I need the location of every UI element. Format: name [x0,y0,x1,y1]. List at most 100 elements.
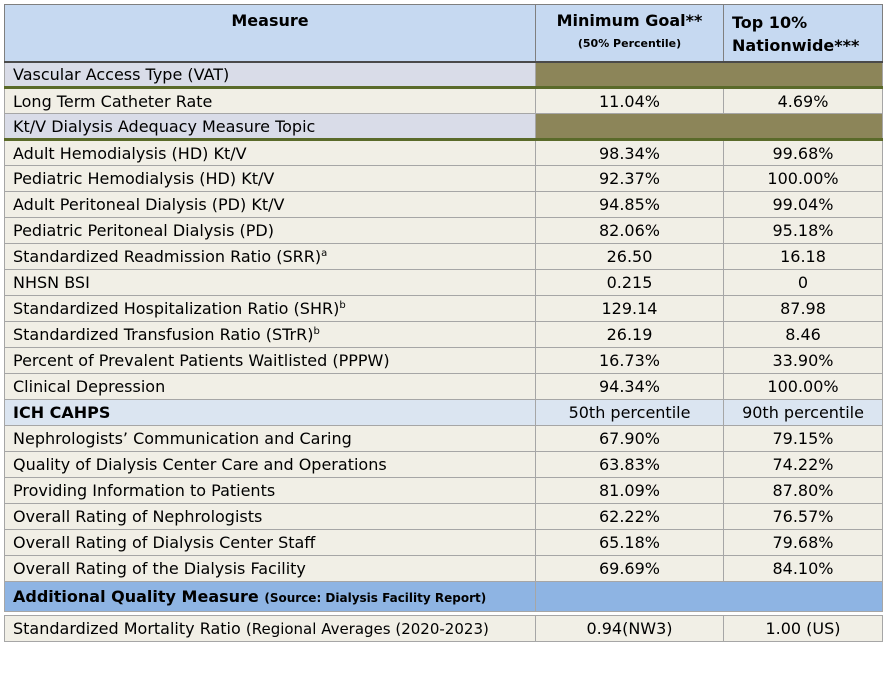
top10-value: 0 [723,269,883,296]
minimum-goal-value: 63.83% [535,451,724,478]
measure-cell: Standardized Mortality Ratio (Regional A… [4,615,536,642]
top10-value: 99.68% [723,139,883,166]
section-row-vat: Vascular Access Type (VAT) [4,61,883,89]
top10-title-line1: Top 10% [732,13,808,32]
table-row: Clinical Depression 94.34% 100.00% [4,373,883,400]
top10-value: 100.00% [723,165,883,192]
table-row: Quality of Dialysis Center Care and Oper… [4,451,883,478]
minimum-goal-subtitle: (50% Percentile) [577,37,682,50]
measure-label: Overall Rating of Dialysis Center Staff [13,533,316,552]
table-row: Pediatric Peritoneal Dialysis (PD) 82.06%… [4,217,883,244]
table-row: Pediatric Hemodialysis (HD) Kt/V 92.37% 10… [4,165,883,192]
section-label-additional: Additional Quality Measure (Source: Dial… [4,581,536,612]
top10-value: 84.10% [723,555,883,582]
top10-value: 87.98 [723,295,883,322]
top10-value: 100.00% [723,373,883,400]
section-label-ktv: Kt/V Dialysis Adequacy Measure Topic [4,113,536,141]
measure-cell: Clinical Depression [4,373,536,400]
section-row-additional: Additional Quality Measure (Source: Dial… [4,581,883,612]
minimum-goal-value: 69.69% [535,555,724,582]
top10-value: 79.68% [723,529,883,556]
table-row: Standardized Hospitalization Ratio (SHR)… [4,295,883,322]
section-fill [535,61,883,89]
measure-cell: Standardized Transfusion Ratio (STrR)b [4,321,536,348]
measure-cell: Adult Peritoneal Dialysis (PD) Kt/V [4,191,536,218]
minimum-goal-value: 98.34% [535,139,724,166]
measure-label: Clinical Depression [13,377,166,396]
minimum-goal-value: 92.37% [535,165,724,192]
table-row: Overall Rating of Nephrologists 62.22% 76.… [4,503,883,530]
section-row-cahps: ICH CAHPS 50th percentile 90th percentil… [4,399,883,426]
table-row: Adult Peritoneal Dialysis (PD) Kt/V 94.85… [4,191,883,218]
measure-cell: Providing Information to Patients [4,477,536,504]
measure-label: Quality of Dialysis Center Care and Oper… [13,455,387,474]
top10-value: 79.15% [723,425,883,452]
measure-label: Nephrologists’ Communication and Caring [13,429,352,448]
footnote-marker: a [321,248,328,259]
minimum-goal-header: Minimum Goal** (50% Percentile) [535,4,724,63]
footnote-marker: b [339,300,346,311]
section-row-ktv: Kt/V Dialysis Adequacy Measure Topic [4,113,883,141]
minimum-goal-value: 94.85% [535,191,724,218]
measure-label: NHSN BSI [13,273,90,292]
table-row: Overall Rating of Dialysis Center Staff 6… [4,529,883,556]
section-fill [535,581,883,612]
minimum-goal-title: Minimum Goal** [556,11,703,30]
quality-measures-table: Measure Minimum Goal** (50% Percentile) … [4,4,883,642]
minimum-goal-value: 11.04% [535,87,724,114]
measure-cell: Overall Rating of the Dialysis Facility [4,555,536,582]
cahps-min-header: 50th percentile [535,399,724,426]
table-row: Providing Information to Patients 81.09% 8… [4,477,883,504]
measure-cell: Standardized Hospitalization Ratio (SHR)… [4,295,536,322]
measure-cell: Nephrologists’ Communication and Caring [4,425,536,452]
additional-title: Additional Quality Measure [13,587,259,606]
minimum-goal-value: 26.50 [535,243,724,270]
minimum-goal-value: 67.90% [535,425,724,452]
table-row: Standardized Mortality Ratio (Regional A… [4,615,883,642]
top10-value: 33.90% [723,347,883,374]
measure-cell: Quality of Dialysis Center Care and Oper… [4,451,536,478]
table-row: Adult Hemodialysis (HD) Kt/V 98.34% 99.68% [4,139,883,166]
measure-cell: Pediatric Hemodialysis (HD) Kt/V [4,165,536,192]
measure-label: Standardized Mortality Ratio [13,619,241,638]
table-row: Standardized Readmission Ratio (SRR)a 26.… [4,243,883,270]
measure-cell: Percent of Prevalent Patients Waitlisted… [4,347,536,374]
measure-cell: Pediatric Peritoneal Dialysis (PD) [4,217,536,244]
minimum-goal-value: 94.34% [535,373,724,400]
top10-value: 8.46 [723,321,883,348]
minimum-goal-value: 0.215 [535,269,724,296]
table-row: NHSN BSI 0.215 0 [4,269,883,296]
measure-label: Providing Information to Patients [13,481,276,500]
minimum-goal-value: 62.22% [535,503,724,530]
measure-cell: Overall Rating of Nephrologists [4,503,536,530]
minimum-goal-value: 82.06% [535,217,724,244]
minimum-goal-value: 81.09% [535,477,724,504]
measure-label: Adult Peritoneal Dialysis (PD) Kt/V [13,195,285,214]
measure-cell: Adult Hemodialysis (HD) Kt/V [4,139,536,166]
minimum-goal-value: 26.19 [535,321,724,348]
minimum-goal-value: 16.73% [535,347,724,374]
top10-value: 4.69% [723,87,883,114]
minimum-goal-value: 0.94(NW3) [535,615,724,642]
measure-label: Overall Rating of Nephrologists [13,507,263,526]
measure-label: Pediatric Hemodialysis (HD) Kt/V [13,169,275,188]
section-label-vat: Vascular Access Type (VAT) [4,61,536,89]
measure-cell: Long Term Catheter Rate [4,87,536,114]
top10-title-line2: Nationwide*** [732,36,860,55]
additional-source: (Source: Dialysis Facility Report) [264,591,487,605]
measure-cell: Standardized Readmission Ratio (SRR)a [4,243,536,270]
measure-header: Measure [4,4,536,63]
top10-value: 95.18% [723,217,883,244]
measure-label: Pediatric Peritoneal Dialysis (PD) [13,221,274,240]
top10-value: 16.18 [723,243,883,270]
table-row: Percent of Prevalent Patients Waitlisted… [4,347,883,374]
measure-label: Standardized Hospitalization Ratio (SHR) [13,299,340,318]
measure-label: Percent of Prevalent Patients Waitlisted… [13,351,390,370]
measure-label: Standardized Readmission Ratio (SRR) [13,247,322,266]
measure-label: Adult Hemodialysis (HD) Kt/V [13,143,247,163]
top10-value: 87.80% [723,477,883,504]
measure-label: Standardized Transfusion Ratio (STrR) [13,325,314,344]
measure-label: Long Term Catheter Rate [13,91,213,111]
table-row: Standardized Transfusion Ratio (STrR)b 26… [4,321,883,348]
cahps-top-header: 90th percentile [723,399,883,426]
